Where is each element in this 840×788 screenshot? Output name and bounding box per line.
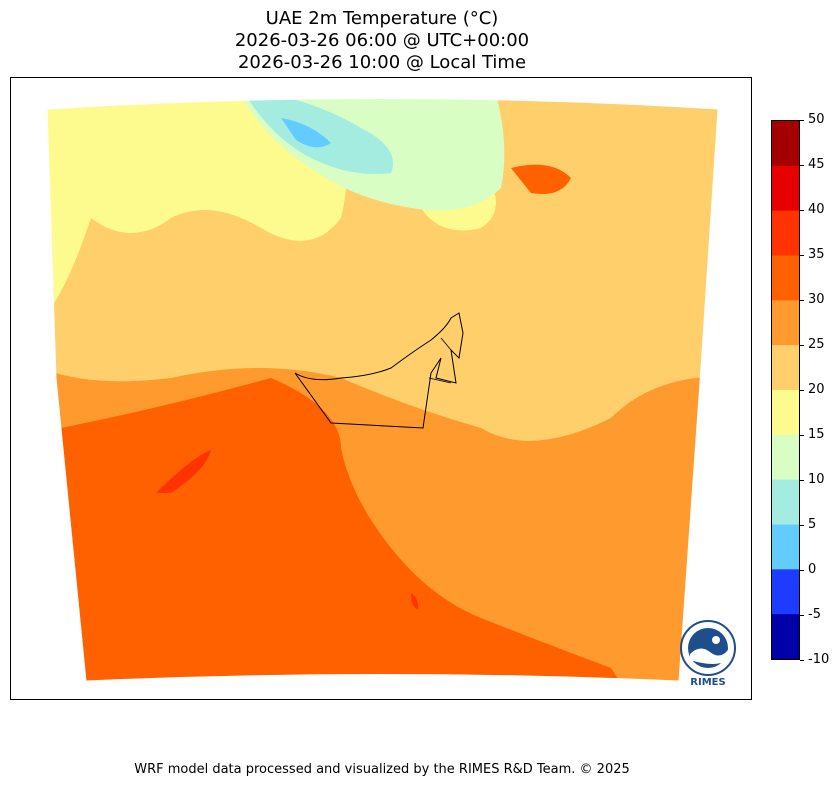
- colorbar-tick-label: 30: [808, 292, 825, 307]
- colorbar-tick-label: 35: [808, 247, 825, 262]
- rimes-logo: RIMES: [676, 620, 740, 688]
- colorbar-bin: [772, 390, 799, 436]
- emirate-boundaries: [428, 337, 452, 384]
- colorbar-tick-label: 0: [808, 562, 817, 577]
- colorbar-bin: [772, 479, 799, 525]
- uae-border: [294, 312, 464, 429]
- colorbar-tick-label: 45: [808, 157, 825, 172]
- colorbar-tick-label: -5: [808, 607, 821, 622]
- colorbar-tick-mark: [800, 345, 804, 346]
- colorbar-tick-label: -10: [808, 652, 830, 667]
- colorbar-tick-mark: [800, 120, 804, 121]
- temperature-map: [46, 98, 719, 682]
- colorbar-tick-mark: [800, 390, 804, 391]
- colorbar-bin: [772, 165, 799, 212]
- colorbar-bin: [772, 345, 799, 391]
- temperature-field-0-5: [281, 118, 331, 148]
- colorbar-tick-label: 50: [808, 112, 825, 127]
- colorbar-bin: [772, 614, 799, 660]
- map-title-line-3: 2026-03-26 10:00 @ Local Time: [237, 52, 527, 73]
- temperature-field-30-35-ne: [511, 164, 571, 194]
- colorbar-tick-mark: [800, 165, 804, 166]
- temperature-field-20-25-ne: [491, 98, 718, 231]
- temperature-field-15-20: [47, 98, 347, 308]
- colorbar-tick-label: 5: [808, 517, 817, 532]
- rimes-logo-text: RIMES: [690, 677, 726, 688]
- colorbar-tick-label: 25: [808, 337, 825, 352]
- temperature-field-5-10: [241, 98, 393, 175]
- temperature-field-30-35: [47, 378, 631, 681]
- footer-credit: WRF model data processed and visualized …: [134, 762, 630, 777]
- colorbar-tick-mark: [800, 660, 804, 661]
- colorbar-tick-mark: [800, 210, 804, 211]
- colorbar-bin: [772, 569, 799, 615]
- colorbar-bins: [772, 121, 799, 660]
- colorbar-tick-mark: [800, 525, 804, 526]
- temperature-field-35-40: [156, 450, 211, 493]
- temperature-field-35-40-s: [411, 593, 419, 610]
- rimes-emblem-icon: [680, 620, 736, 676]
- colorbar-tick-mark: [800, 615, 804, 616]
- colorbar-tick-label: 15: [808, 427, 825, 442]
- model-domain-edge: [46, 98, 719, 682]
- colorbar-bin: [772, 121, 799, 167]
- colorbar-bin: [772, 255, 799, 301]
- colorbar-tick-mark: [800, 570, 804, 571]
- colorbar-tick-mark: [800, 300, 804, 301]
- colorbar-tick-label: 40: [808, 202, 825, 217]
- colorbar-tick-mark: [800, 255, 804, 256]
- map-frame: [10, 77, 752, 700]
- colorbar-bin: [772, 300, 799, 346]
- colorbar-tick-label: 10: [808, 472, 825, 487]
- temperature-colorbar: [771, 120, 800, 660]
- colorbar-tick-label: 20: [808, 382, 825, 397]
- colorbar-bin: [772, 434, 799, 481]
- colorbar-bin: [772, 524, 799, 570]
- colorbar-bin: [772, 210, 799, 256]
- map-title-line-2: 2026-03-26 06:00 @ UTC+00:00: [234, 30, 530, 51]
- map-title-line-1: UAE 2m Temperature (°C): [265, 8, 499, 29]
- colorbar-tick-mark: [800, 435, 804, 436]
- colorbar-tick-mark: [800, 480, 804, 481]
